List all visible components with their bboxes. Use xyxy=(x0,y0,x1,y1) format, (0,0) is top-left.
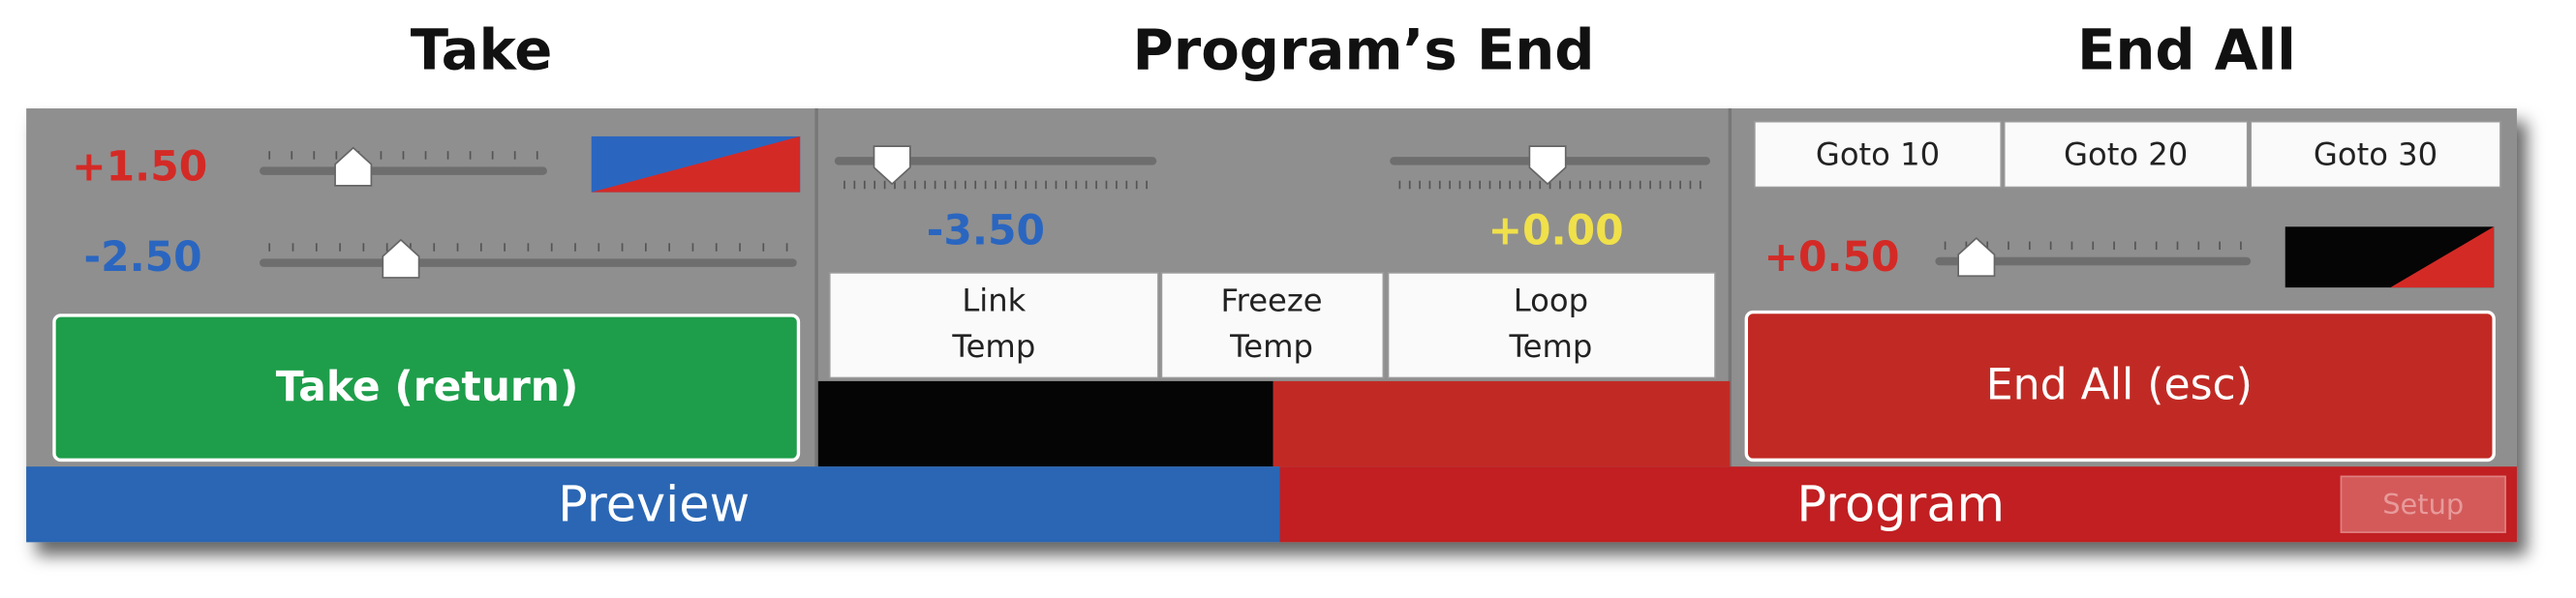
take-button[interactable] xyxy=(52,314,801,463)
button-label: Temp xyxy=(1229,328,1313,365)
slider-track xyxy=(834,157,1157,165)
preview-monitor xyxy=(817,380,1273,467)
slider-thumb[interactable] xyxy=(382,238,420,279)
readout: +1.50 xyxy=(72,143,207,191)
goto-button[interactable] xyxy=(1753,120,2003,189)
slider-track xyxy=(260,166,547,175)
program-bar xyxy=(1279,466,2517,543)
section-title: End All xyxy=(2077,17,2296,83)
sliders xyxy=(260,145,2252,279)
setup-button[interactable] xyxy=(2340,475,2506,533)
button-label: Goto 10 xyxy=(1816,135,1940,172)
program-label: Program xyxy=(1796,477,2005,534)
slider-thumb[interactable] xyxy=(334,146,373,187)
slider-thumb[interactable] xyxy=(1528,145,1567,186)
section-title: Take xyxy=(411,17,553,83)
loop-temp-button[interactable] xyxy=(1387,271,1716,379)
preview-label: Preview xyxy=(558,477,750,534)
section-title: Program’s End xyxy=(1133,17,1595,83)
button-label: Temp xyxy=(1508,328,1592,365)
slider-thumb[interactable] xyxy=(1957,237,1996,278)
button-label: Link xyxy=(962,282,1026,318)
color-swatch xyxy=(591,135,801,193)
goto-button[interactable] xyxy=(2003,120,2249,189)
program-monitor xyxy=(1273,380,1731,467)
slider-track xyxy=(1935,256,2252,266)
readout: -2.50 xyxy=(83,234,201,282)
button-label: Take (return) xyxy=(276,364,579,411)
button-label: Temp xyxy=(951,328,1035,365)
button-label: Loop xyxy=(1514,282,1588,318)
button-label: Setup xyxy=(2382,488,2464,521)
preview-bar xyxy=(26,466,1280,543)
slider-thumb[interactable] xyxy=(873,145,911,186)
button-label: Goto 30 xyxy=(2314,135,2438,172)
freeze-temp-button[interactable] xyxy=(1160,271,1385,379)
button-label: End All (esc) xyxy=(1986,361,2253,410)
button-label: Freeze xyxy=(1220,282,1322,318)
link-temp-button[interactable] xyxy=(828,271,1159,379)
color-swatch xyxy=(2285,226,2495,288)
readout: -3.50 xyxy=(927,208,1045,255)
end-all-button[interactable] xyxy=(1744,310,2496,463)
readout: +0.00 xyxy=(1487,208,1623,255)
readout: +0.50 xyxy=(1763,234,1899,282)
slider-track xyxy=(260,258,797,267)
goto-button[interactable] xyxy=(2250,120,2501,189)
button-label: Goto 20 xyxy=(2064,135,2188,172)
